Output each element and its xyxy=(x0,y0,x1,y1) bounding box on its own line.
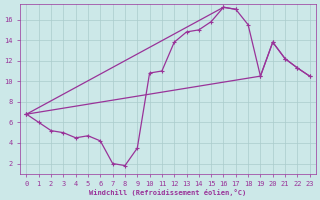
X-axis label: Windchill (Refroidissement éolien,°C): Windchill (Refroidissement éolien,°C) xyxy=(90,189,247,196)
